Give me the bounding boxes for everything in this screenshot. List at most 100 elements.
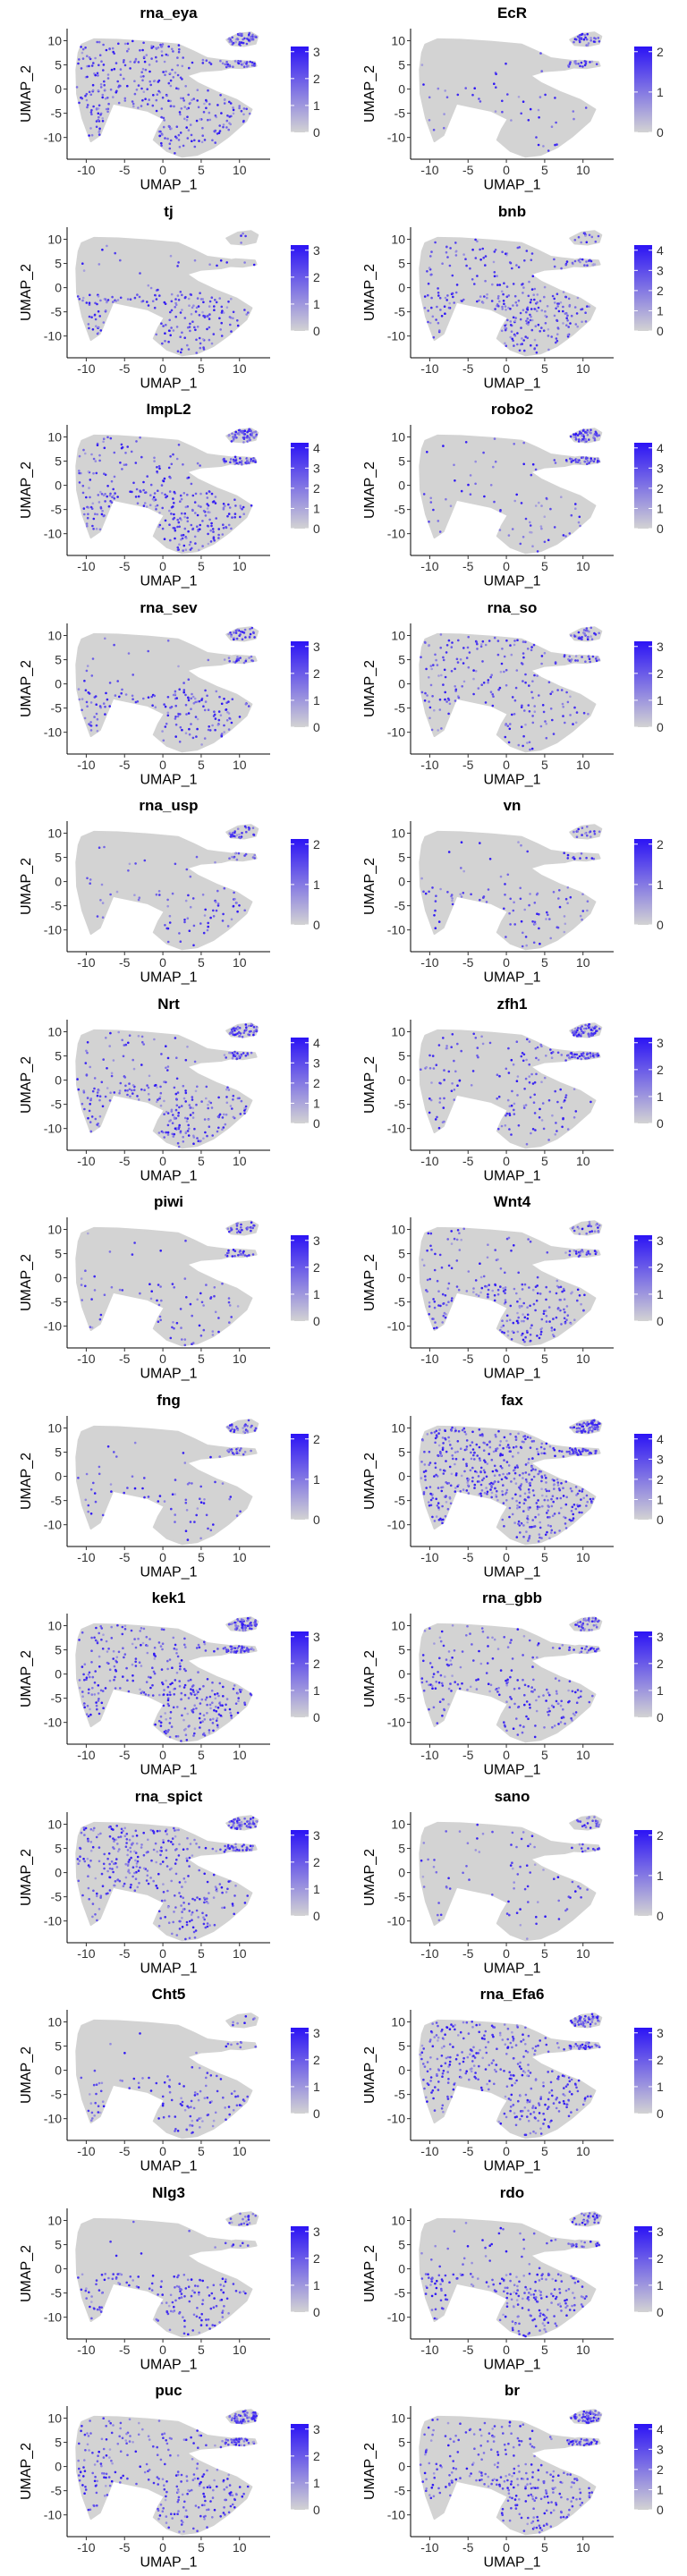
colorbar-label: 3 [313, 1055, 320, 1070]
cell-point [97, 1699, 100, 1702]
colorbar-label: 4 [657, 441, 664, 455]
cell-point [442, 658, 445, 661]
cell-point [567, 297, 571, 300]
cell-point [514, 301, 518, 303]
cell-point [199, 523, 201, 527]
cell-point [562, 1486, 564, 1489]
cell-point [227, 1251, 230, 1254]
cell-point [573, 706, 576, 708]
cell-point [184, 1646, 187, 1648]
cell-point [476, 1046, 479, 1049]
cell-point [165, 722, 168, 724]
cell-point [586, 1420, 589, 1423]
cell-point [513, 1471, 517, 1474]
cell-point [207, 89, 209, 92]
cell-point [523, 1492, 527, 1495]
cell-point [88, 134, 90, 137]
cell-point [487, 888, 490, 891]
cell-point [488, 858, 492, 860]
cell-point [523, 1087, 526, 1090]
cell-point [574, 63, 578, 65]
cell-point [531, 1518, 534, 1521]
cell-point [477, 1474, 480, 1478]
cell-point [588, 1034, 591, 1038]
cell-point [572, 830, 575, 834]
cell-point [190, 133, 193, 137]
cell-point [230, 721, 233, 724]
cell-point [148, 98, 150, 101]
cell-point [533, 346, 537, 350]
cell-point [479, 1492, 482, 1495]
cell-point [436, 1279, 439, 1283]
cell-point [556, 339, 559, 342]
cell-point [581, 1054, 583, 1056]
cell-point [195, 855, 199, 859]
cell-point [234, 1425, 238, 1428]
cell-point [145, 505, 148, 508]
cell-point [430, 296, 433, 299]
cell-point [504, 735, 507, 738]
cell-cloud-island [220, 258, 258, 267]
cell-point [420, 64, 424, 66]
cell-point [89, 1130, 93, 1132]
cell-point [476, 300, 479, 302]
cell-point [243, 260, 246, 264]
cell-point [546, 304, 549, 308]
cell-point [454, 1450, 457, 1453]
cell-point [558, 1488, 562, 1491]
cell-point [435, 318, 437, 321]
y-tick-label: 5 [55, 256, 62, 270]
expressing-cells [77, 1419, 258, 1541]
cell-point [543, 1473, 547, 1477]
cell-point [544, 321, 547, 325]
cell-point [153, 1657, 157, 1660]
cell-point [556, 1129, 558, 1132]
cell-point [113, 67, 116, 71]
expressing-cells [420, 1022, 601, 1145]
cell-point [192, 701, 196, 705]
cell-point [540, 1487, 543, 1490]
cell-point [174, 1092, 178, 1095]
cell-point [525, 319, 528, 322]
cell-point [208, 724, 210, 728]
cell-point [541, 703, 545, 707]
cell-point [230, 329, 233, 333]
x-tick-label: 10 [233, 559, 247, 573]
cell-point [168, 914, 172, 918]
cell-point [530, 1478, 533, 1480]
cell-point [591, 1052, 595, 1055]
cell-point [515, 1499, 518, 1502]
cell-point [145, 1681, 148, 1683]
cell-point [482, 451, 485, 454]
cell-point [184, 85, 187, 88]
cell-point [524, 517, 528, 521]
cell-point [197, 106, 200, 109]
cell-point [470, 893, 472, 896]
cell-point [542, 1127, 546, 1130]
expressing-cells [80, 1221, 256, 1347]
cell-point [513, 1521, 516, 1524]
cell-point [458, 1232, 461, 1234]
expressing-cells [86, 825, 257, 947]
cell-point [549, 936, 552, 940]
cell-point [521, 1288, 524, 1291]
cell-point [190, 1691, 192, 1695]
cell-point [547, 680, 551, 683]
cell-point [182, 1084, 185, 1087]
cell-point [148, 1074, 151, 1077]
cell-point [184, 1669, 187, 1673]
x-tick-label: -10 [77, 1154, 95, 1168]
cell-point [566, 857, 570, 860]
x-tick-label: -5 [119, 1550, 131, 1564]
cell-point [196, 513, 199, 517]
cell-point [242, 1429, 245, 1433]
cell-point [226, 1085, 229, 1089]
cell-point [529, 524, 532, 527]
cell-point [441, 1448, 445, 1451]
cell-point [175, 1055, 178, 1059]
colorbar [291, 839, 309, 925]
cell-point [230, 918, 233, 921]
cell-point [577, 521, 581, 524]
cell-point [155, 508, 157, 511]
